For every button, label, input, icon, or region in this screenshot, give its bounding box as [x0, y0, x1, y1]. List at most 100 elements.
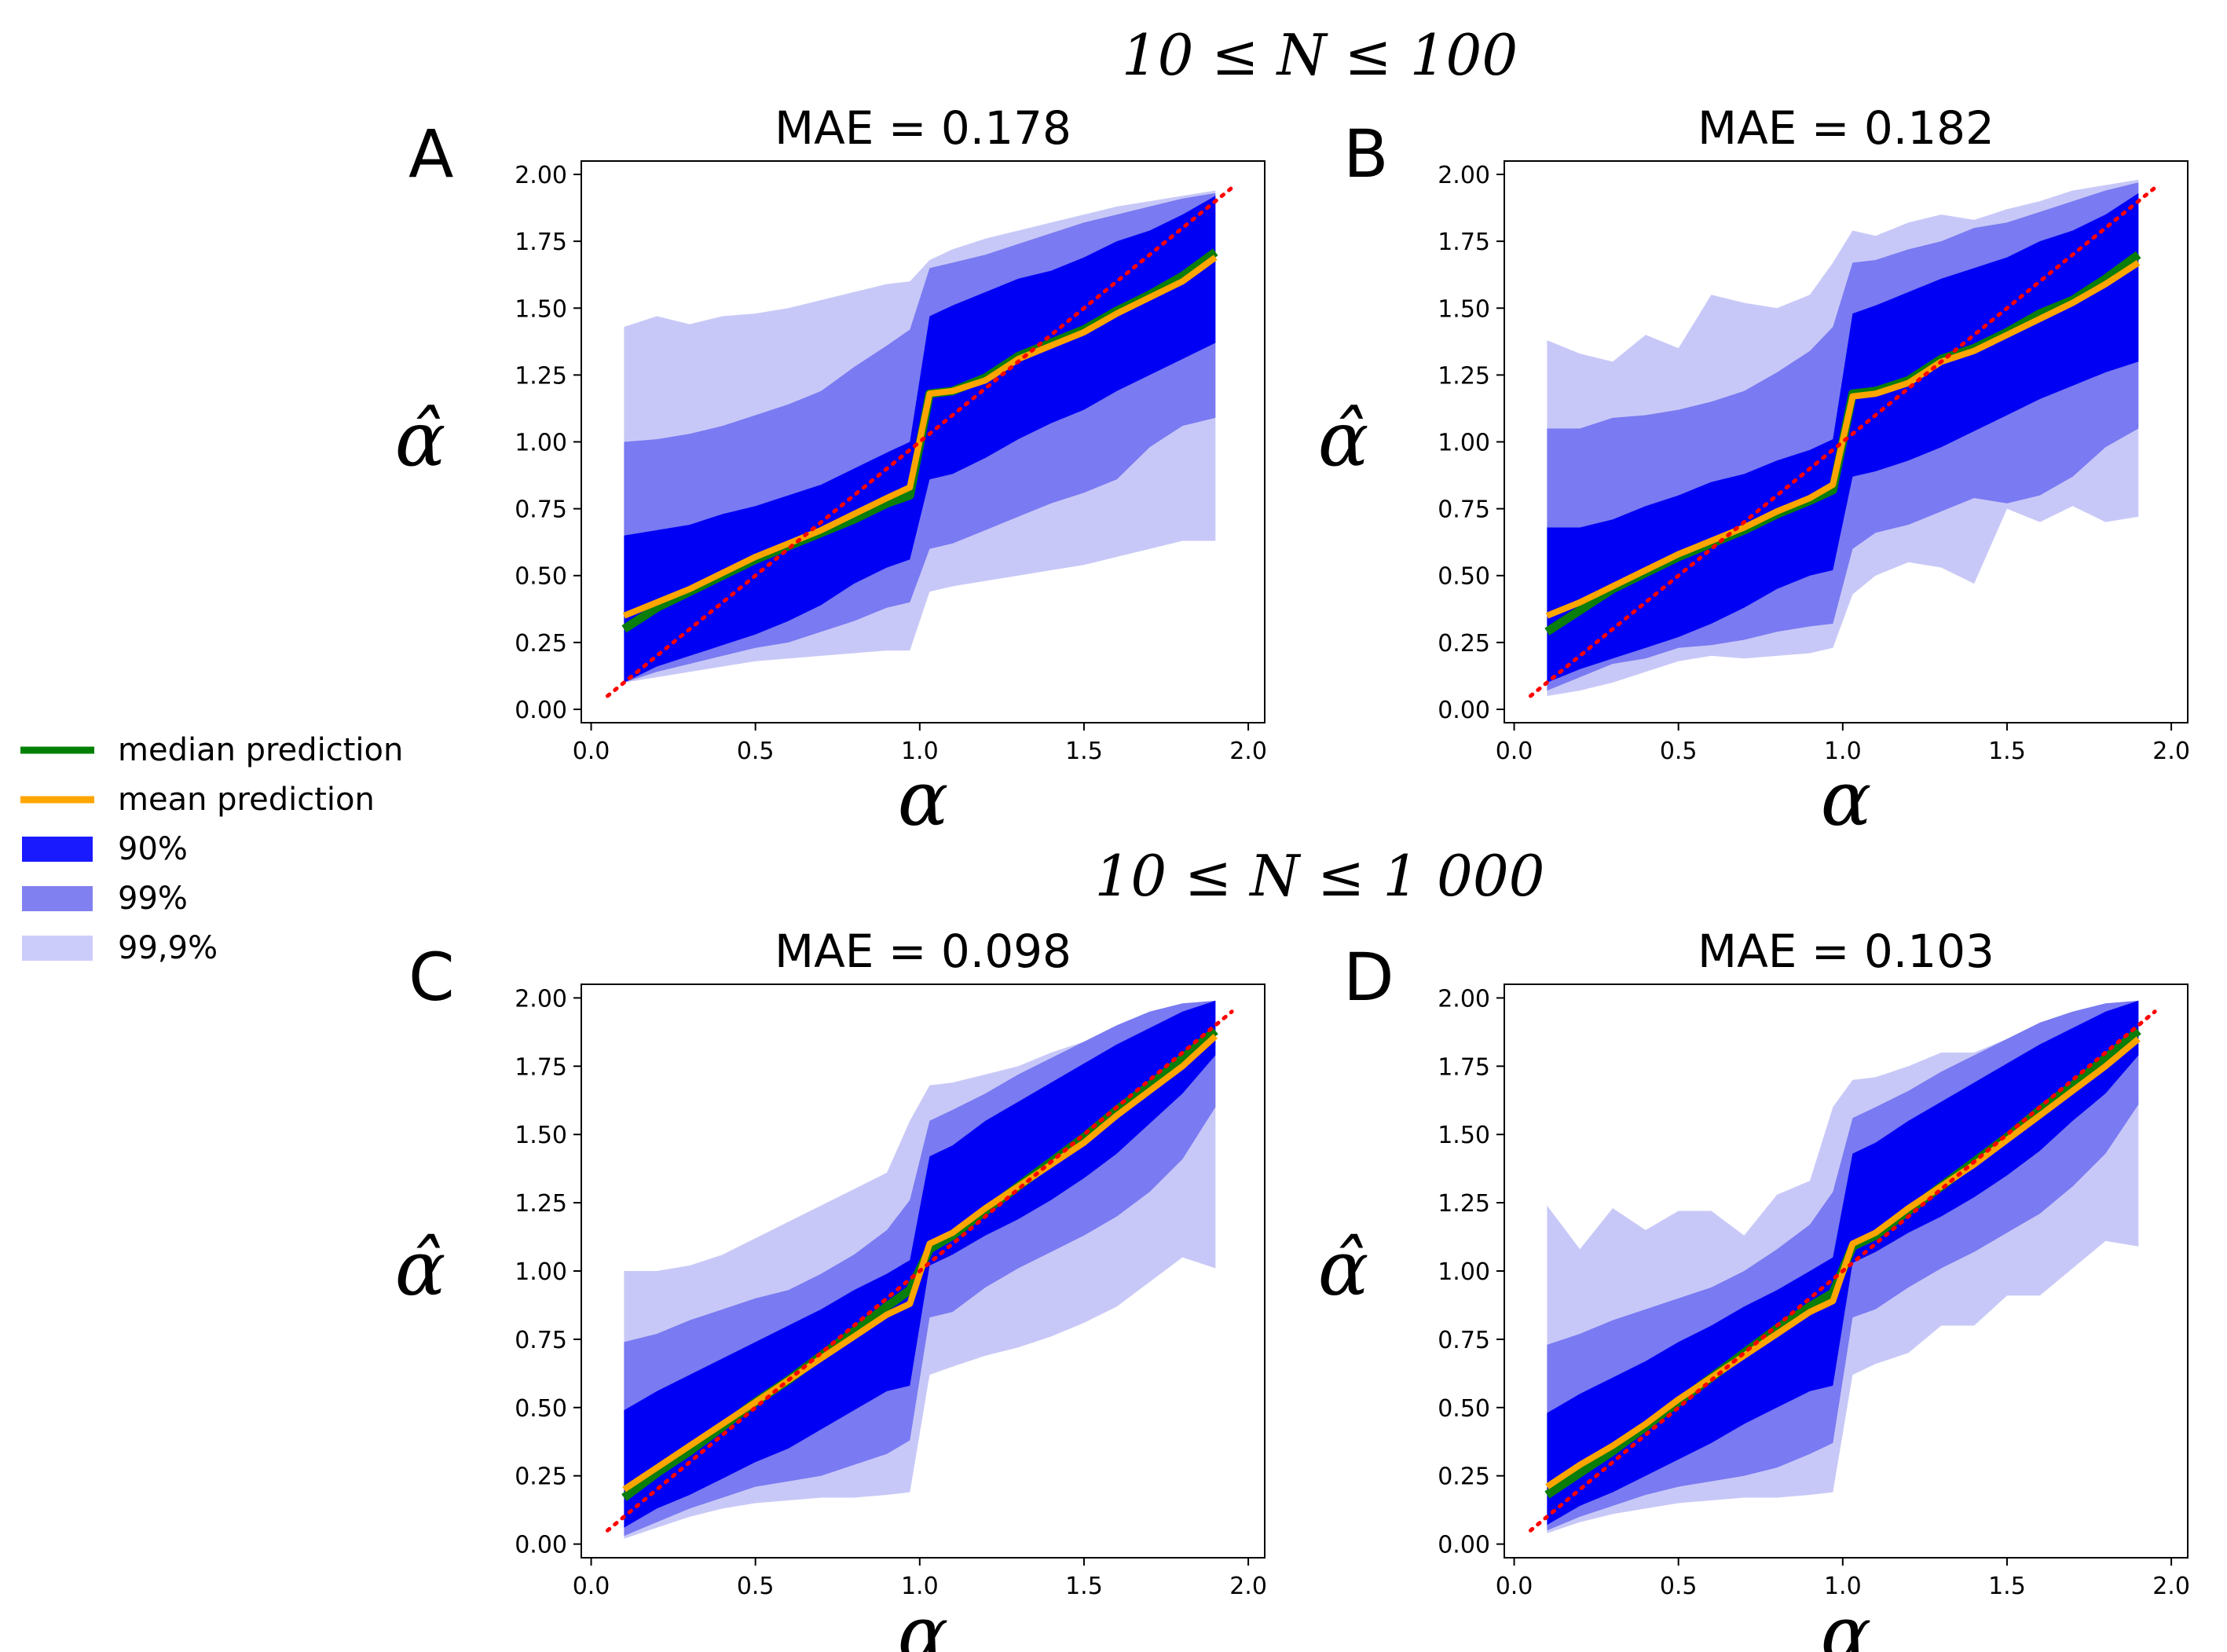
y-tick-label: 1.25 [515, 362, 567, 390]
y-tick-label: 1.50 [1438, 1122, 1490, 1149]
y-tick-label: 1.25 [1438, 362, 1490, 390]
legend-label: 99% [118, 881, 188, 917]
y-tick-label: 0.50 [515, 1395, 567, 1423]
panel-title: MAE = 0.178 [775, 101, 1071, 155]
identity-line [1528, 1009, 2157, 1533]
y-tick-label: 1.00 [1438, 430, 1490, 457]
plot-area [605, 1000, 1234, 1539]
y-tick-label: 1.75 [515, 229, 567, 256]
x-axis-label: α [898, 755, 949, 843]
y-axis-label: α̂ [1318, 396, 1369, 484]
mean-line [1545, 260, 2141, 619]
x-tick-label: 1.0 [901, 738, 939, 765]
panel-d: 0.0 0.5 1.0 1.5 2.0 0.00 0.25 0.50 0.75 1.00 1.25 1… [1318, 925, 2190, 1652]
identity-line [605, 1009, 1234, 1533]
x-tick-label: 0.0 [573, 1573, 610, 1600]
plot-area [1528, 1000, 2157, 1533]
panel-a: 0.0 0.5 1.0 1.5 2.0 0.00 0.25 0.50 0.75 1.00 1.25 1… [395, 101, 1267, 843]
x-tick-label: 1.5 [1988, 738, 2026, 765]
legend-label: median prediction [118, 732, 403, 768]
y-axis-label: α̂ [395, 396, 446, 484]
panel-letter: C [408, 939, 455, 1016]
row-title-top: 10 ≤ N ≤ 100 [1122, 22, 1518, 88]
legend-label: 90% [118, 831, 188, 867]
x-tick-label: 2.0 [2152, 1573, 2190, 1600]
y-tick-label: 1.00 [515, 430, 567, 457]
x-tick-label: 2.0 [1229, 1573, 1267, 1600]
x-tick-label: 1.5 [1065, 1573, 1103, 1600]
y-tick-label: 1.75 [1438, 229, 1490, 256]
y-tick-label: 1.75 [515, 1053, 567, 1081]
x-tick-label: 0.5 [1660, 1573, 1698, 1600]
y-tick-label: 1.25 [515, 1190, 567, 1218]
x-tick-label: 0.0 [573, 738, 610, 765]
x-tick-label: 1.0 [901, 1573, 939, 1600]
x-axis-label: α [1821, 755, 1872, 843]
x-tick-label: 2.0 [1229, 738, 1267, 765]
x-axis-label: α [898, 1590, 949, 1652]
y-tick-label: 2.00 [1438, 162, 1490, 189]
panel-letter: D [1343, 939, 1394, 1016]
panels: 0.0 0.5 1.0 1.5 2.0 0.00 0.25 0.50 0.75 1.00 1.25 1… [395, 101, 2190, 1652]
x-tick-label: 1.0 [1824, 1573, 1862, 1600]
panel-title: MAE = 0.103 [1698, 925, 1994, 978]
legend-item: 90% [22, 831, 188, 867]
mean-line [622, 1034, 1218, 1493]
x-tick-label: 0.5 [737, 1573, 775, 1600]
mean-line [622, 255, 1218, 619]
y-axis-label: α̂ [395, 1225, 446, 1313]
panel-c: 0.0 0.5 1.0 1.5 2.0 0.00 0.25 0.50 0.75 1.00 1.25 1… [395, 925, 1267, 1652]
y-tick-label: 0.25 [515, 630, 567, 658]
x-tick-label: 2.0 [2152, 738, 2190, 765]
legend-patch-swatch [22, 936, 93, 961]
y-tick-label: 1.50 [515, 295, 567, 323]
legend-label: mean prediction [118, 782, 375, 818]
legend-item: median prediction [20, 732, 403, 768]
y-tick-label: 1.50 [1438, 295, 1490, 323]
y-tick-label: 0.50 [1438, 1395, 1490, 1423]
legend-patch-swatch [22, 837, 93, 862]
y-tick-label: 0.50 [515, 563, 567, 591]
y-tick-label: 2.00 [515, 985, 567, 1013]
y-tick-label: 0.25 [1438, 1463, 1490, 1491]
y-tick-label: 0.00 [515, 1532, 567, 1559]
y-tick-label: 1.25 [1438, 1190, 1490, 1218]
y-tick-label: 0.75 [1438, 1327, 1490, 1354]
y-tick-label: 1.00 [1438, 1258, 1490, 1286]
x-tick-label: 0.0 [1496, 1573, 1533, 1600]
legend-label: 99,9% [118, 930, 218, 966]
panel-title: MAE = 0.098 [775, 925, 1071, 978]
x-tick-label: 1.5 [1988, 1573, 2026, 1600]
y-tick-label: 0.00 [515, 697, 567, 724]
y-axis-label: α̂ [1318, 1225, 1369, 1313]
identity-line [605, 185, 1234, 698]
y-tick-label: 0.00 [1438, 697, 1490, 724]
y-tick-label: 0.50 [1438, 563, 1490, 591]
y-tick-label: 0.75 [1438, 496, 1490, 524]
legend-item: mean prediction [20, 782, 375, 818]
y-tick-label: 1.75 [1438, 1053, 1490, 1081]
y-tick-label: 0.00 [1438, 1532, 1490, 1559]
legend-patch-swatch [22, 886, 93, 911]
y-tick-label: 2.00 [1438, 985, 1490, 1013]
x-axis-label: α [1821, 1590, 1872, 1652]
legend-item: 99,9% [22, 930, 218, 966]
row-title-bottom: 10 ≤ N ≤ 1 000 [1095, 843, 1545, 909]
legend: median prediction mean prediction 90% 99% 99… [20, 732, 403, 966]
y-tick-label: 0.25 [1438, 630, 1490, 658]
panel-title: MAE = 0.182 [1698, 101, 1994, 155]
y-tick-label: 0.75 [515, 496, 567, 524]
x-tick-label: 0.0 [1496, 738, 1533, 765]
x-tick-label: 1.5 [1065, 738, 1103, 765]
panel-b: 0.0 0.5 1.0 1.5 2.0 0.00 0.25 0.50 0.75 1.00 1.25 1… [1318, 101, 2190, 843]
panel-letter: B [1343, 115, 1389, 192]
y-tick-label: 1.00 [515, 1258, 567, 1286]
y-tick-label: 0.25 [515, 1463, 567, 1491]
panel-letter: A [408, 115, 453, 192]
x-tick-label: 0.5 [737, 738, 775, 765]
x-tick-label: 0.5 [1660, 738, 1698, 765]
y-tick-label: 1.50 [515, 1122, 567, 1149]
plot-area [605, 185, 1234, 698]
x-tick-label: 1.0 [1824, 738, 1862, 765]
